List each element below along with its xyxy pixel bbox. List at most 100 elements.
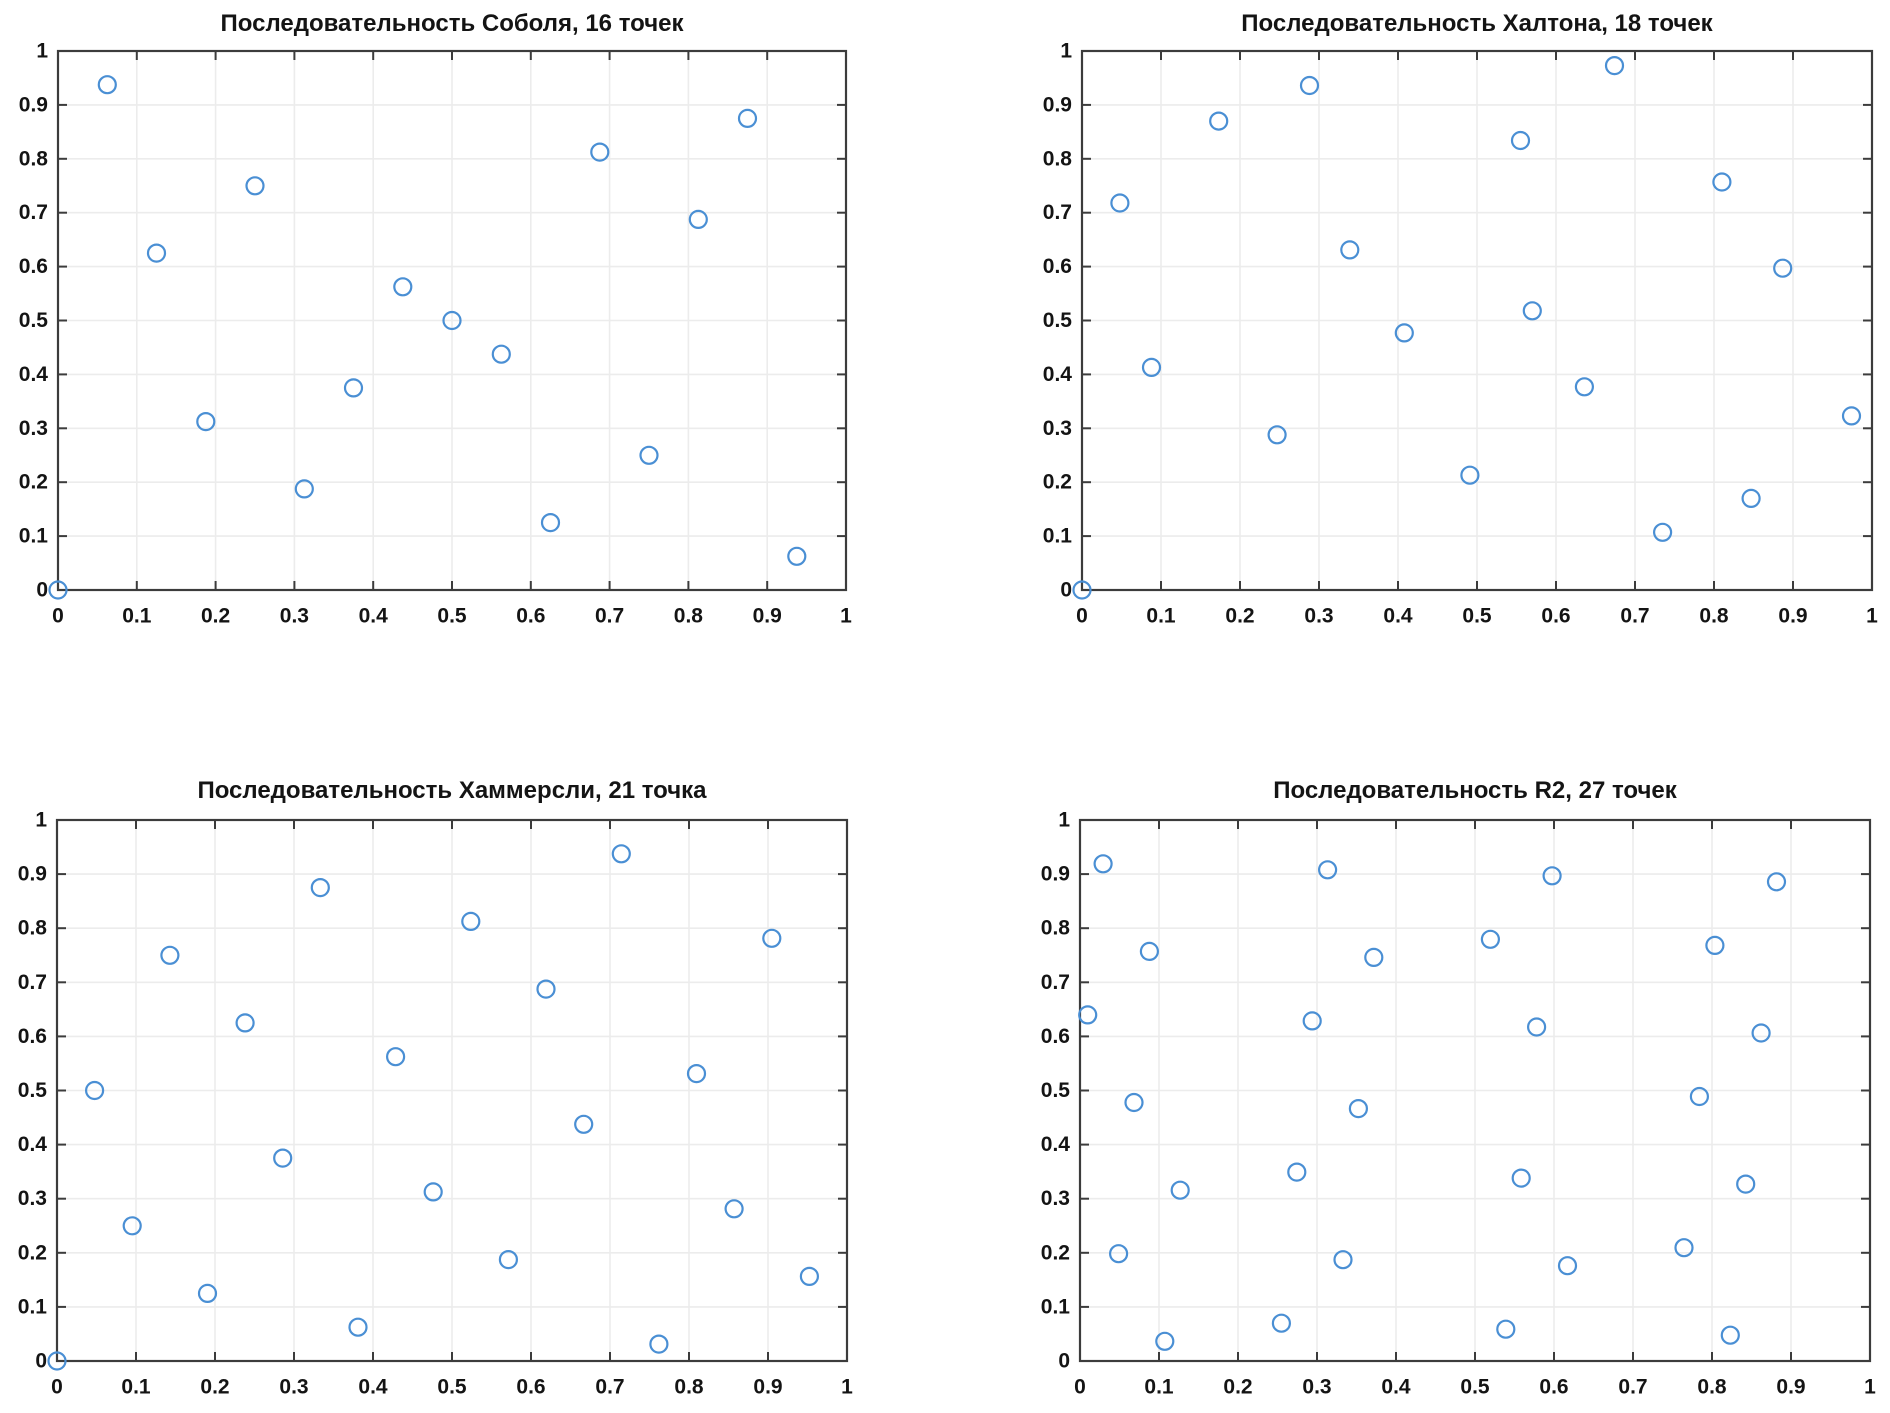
data-point xyxy=(1093,854,1113,874)
x-tick-label: 0 xyxy=(1074,1376,1086,1399)
data-point xyxy=(1766,872,1787,892)
data-point xyxy=(1720,1325,1740,1345)
y-tick-label: 0 xyxy=(35,1350,47,1373)
data-point xyxy=(461,911,481,931)
y-tick-label: 0.1 xyxy=(1043,525,1073,548)
y-tick-label: 0.3 xyxy=(1041,1187,1070,1210)
plot-title: Последовательность R2, 27 точек xyxy=(1273,777,1677,804)
data-point xyxy=(1318,860,1338,880)
data-point xyxy=(1511,1168,1531,1188)
axis-tick-labels: 0 0.1 0.2 0.3 0.4 0.5 0.6 0.7 0.8 0.9 1 0 0.1 0.2 0.3 0… xyxy=(1043,40,1878,628)
data-point xyxy=(1689,1086,1710,1107)
x-tick-label: 0 xyxy=(1076,605,1088,628)
data-point xyxy=(1348,1099,1368,1119)
data-point xyxy=(1287,1162,1307,1182)
y-tick-label: 0 xyxy=(1060,579,1072,602)
y-tick-label: 0.1 xyxy=(18,1295,48,1318)
data-point xyxy=(294,479,314,499)
data-point xyxy=(348,1317,368,1337)
data-point xyxy=(1542,866,1562,886)
data-point xyxy=(611,844,631,864)
data-point xyxy=(1652,522,1673,542)
y-tick-label: 0.5 xyxy=(18,1079,48,1102)
data-point xyxy=(1604,55,1625,76)
data-point xyxy=(1271,1313,1291,1333)
y-tick-label: 0.7 xyxy=(19,201,48,224)
data-point xyxy=(590,142,610,162)
scatter-plot-halton: Последовательность Халтона, 18 точек 0 0.… xyxy=(945,0,1890,700)
data-point xyxy=(386,1047,406,1067)
x-tick-label: 0.9 xyxy=(753,605,782,628)
x-tick-label: 0.7 xyxy=(595,605,624,628)
x-tick-label: 0.2 xyxy=(1223,1376,1252,1399)
grid-lines xyxy=(57,820,847,1361)
y-tick-label: 0.2 xyxy=(19,471,48,494)
data-point xyxy=(724,1199,744,1219)
y-tick-label: 1 xyxy=(1058,809,1070,832)
grid-lines xyxy=(1080,820,1870,1361)
data-point xyxy=(423,1182,443,1202)
data-point xyxy=(245,176,265,196)
axis-ticks xyxy=(1081,50,1873,591)
data-point xyxy=(160,945,180,965)
plot-title: Последовательность Соболя, 16 точек xyxy=(220,10,684,37)
data-point xyxy=(1480,929,1501,949)
y-tick-label: 0.4 xyxy=(19,363,49,386)
plot-canvas: 0 0.1 0.2 0.3 0.4 0.5 0.6 0.7 0.8 0.9 1 0 0.1 0.2 0.3 0… xyxy=(19,40,852,628)
scatter-plot-r2: Последовательность R2, 27 точек 0 0.1 0.2 0… xyxy=(945,769,1890,1413)
y-tick-label: 0.9 xyxy=(18,863,47,886)
x-tick-label: 0.3 xyxy=(1302,1376,1331,1399)
axis-tick-labels: 0 0.1 0.2 0.3 0.4 0.5 0.6 0.7 0.8 0.9 1 0 0.1 0.2 0.3 0… xyxy=(18,809,853,1399)
data-point xyxy=(1557,1256,1578,1276)
y-tick-label: 0.2 xyxy=(1043,471,1072,494)
x-tick-label: 0.6 xyxy=(1539,1376,1568,1399)
x-tick-label: 0 xyxy=(51,1376,63,1399)
x-tick-label: 0.5 xyxy=(1462,605,1492,628)
x-tick-label: 0.8 xyxy=(1699,605,1729,628)
y-tick-label: 0 xyxy=(36,579,48,602)
data-point xyxy=(799,1266,820,1286)
scatter-plot-hammersley: Последовательность Хаммерсли, 21 точка 0… xyxy=(0,769,945,1413)
data-point xyxy=(1267,425,1287,445)
y-tick-label: 0.5 xyxy=(1043,309,1073,332)
x-tick-label: 0.7 xyxy=(1620,605,1649,628)
data-point xyxy=(536,979,556,999)
grid-lines xyxy=(1082,51,1872,590)
y-tick-label: 0.4 xyxy=(18,1133,48,1156)
data-point xyxy=(762,928,782,948)
y-tick-label: 0.6 xyxy=(1041,1025,1070,1048)
data-point xyxy=(1705,935,1725,955)
data-point xyxy=(197,1283,218,1304)
data-point xyxy=(574,1114,594,1134)
x-tick-label: 0.4 xyxy=(359,605,389,628)
axis-ticks xyxy=(57,50,847,591)
y-tick-label: 0.9 xyxy=(1043,93,1072,116)
data-point xyxy=(1841,406,1862,426)
data-point xyxy=(540,512,561,533)
y-tick-label: 1 xyxy=(1060,40,1072,63)
data-point xyxy=(343,378,364,398)
data-point xyxy=(1496,1319,1516,1339)
x-tick-label: 0.1 xyxy=(121,1376,151,1399)
x-tick-label: 0.2 xyxy=(201,605,230,628)
data-point xyxy=(48,580,68,600)
y-tick-label: 0.5 xyxy=(1041,1079,1071,1102)
y-tick-label: 0.6 xyxy=(19,255,48,278)
data-point xyxy=(1394,323,1414,343)
y-tick-label: 0.4 xyxy=(1041,1133,1071,1156)
x-tick-label: 1 xyxy=(1866,605,1878,628)
x-tick-label: 0.8 xyxy=(674,605,704,628)
x-tick-label: 0.1 xyxy=(1146,605,1176,628)
y-tick-label: 0.9 xyxy=(19,93,48,116)
data-point xyxy=(1299,75,1320,96)
y-tick-label: 0.3 xyxy=(1043,417,1072,440)
data-point xyxy=(84,1080,105,1101)
data-point xyxy=(1209,111,1229,131)
x-tick-label: 0.4 xyxy=(1383,605,1413,628)
data-point xyxy=(639,445,659,465)
x-tick-label: 0.8 xyxy=(674,1376,704,1399)
data-point xyxy=(498,1250,518,1270)
y-tick-label: 0.6 xyxy=(18,1025,47,1048)
data-point xyxy=(649,1334,669,1354)
